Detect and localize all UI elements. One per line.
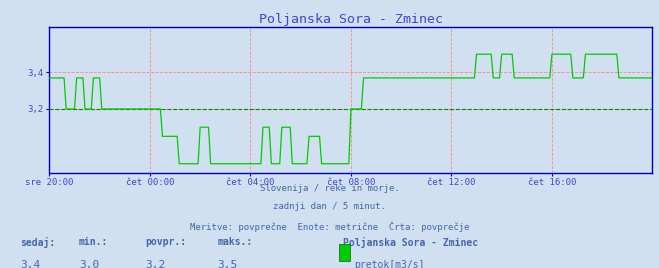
Text: zadnji dan / 5 minut.: zadnji dan / 5 minut. xyxy=(273,202,386,211)
Text: Meritve: povprečne  Enote: metrične  Črta: povprečje: Meritve: povprečne Enote: metrične Črta:… xyxy=(190,221,469,232)
Text: pretok[m3/s]: pretok[m3/s] xyxy=(355,260,425,268)
Text: sedaj:: sedaj: xyxy=(20,237,55,248)
Text: 3,0: 3,0 xyxy=(79,260,100,268)
Text: 3,2: 3,2 xyxy=(145,260,165,268)
Title: Poljanska Sora - Zminec: Poljanska Sora - Zminec xyxy=(259,13,443,26)
Text: Poljanska Sora - Zminec: Poljanska Sora - Zminec xyxy=(343,237,478,248)
Text: maks.:: maks.: xyxy=(217,237,252,247)
Text: povpr.:: povpr.: xyxy=(145,237,186,247)
Text: Slovenija / reke in morje.: Slovenija / reke in morje. xyxy=(260,184,399,193)
Text: 3,4: 3,4 xyxy=(20,260,40,268)
Text: min.:: min.: xyxy=(79,237,109,247)
Text: 3,5: 3,5 xyxy=(217,260,238,268)
